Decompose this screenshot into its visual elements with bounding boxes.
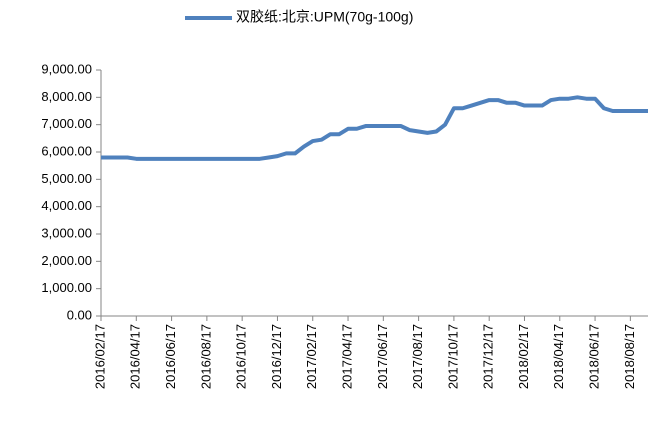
y-tick-label: 8,000.00 [41, 89, 92, 104]
x-tick-label: 2017/02/17 [304, 324, 319, 389]
y-tick-label: 5,000.00 [41, 171, 92, 186]
x-tick-label: 2016/06/17 [163, 324, 178, 389]
y-tick-label: 6,000.00 [41, 143, 92, 158]
x-tick-label: 2018/06/17 [587, 324, 602, 389]
x-tick-label: 2016/08/17 [198, 324, 213, 389]
data-line [101, 95, 648, 161]
x-tick-label: 2016/04/17 [128, 324, 143, 389]
x-tick-label: 2017/08/17 [410, 324, 425, 389]
legend-label: 双胶纸:北京:UPM(70g-100g) [236, 9, 413, 25]
x-tick-label: 2018/04/17 [551, 324, 566, 389]
y-tick-label: 2,000.00 [41, 253, 92, 268]
y-tick-label: 1,000.00 [41, 280, 92, 295]
x-tick-label: 2018/08/17 [622, 324, 637, 389]
y-tick-label: 9,000.00 [41, 61, 92, 76]
y-tick-label: 7,000.00 [41, 116, 92, 131]
x-tick-label: 2018/02/17 [516, 324, 531, 389]
y-tick-label: 3,000.00 [41, 225, 92, 240]
x-tick-label: 2017/06/17 [375, 324, 390, 389]
y-tick-label: 0.00 [67, 307, 92, 322]
x-tick-label: 2016/10/17 [234, 324, 249, 389]
x-tick-label: 2016/02/17 [92, 324, 107, 389]
x-tick-label: 2017/10/17 [445, 324, 460, 389]
x-tick-label: 2017/12/17 [481, 324, 496, 389]
x-tick-label: 2017/04/17 [339, 324, 354, 389]
x-tick-label: 2016/12/17 [269, 324, 284, 389]
y-tick-label: 4,000.00 [41, 198, 92, 213]
